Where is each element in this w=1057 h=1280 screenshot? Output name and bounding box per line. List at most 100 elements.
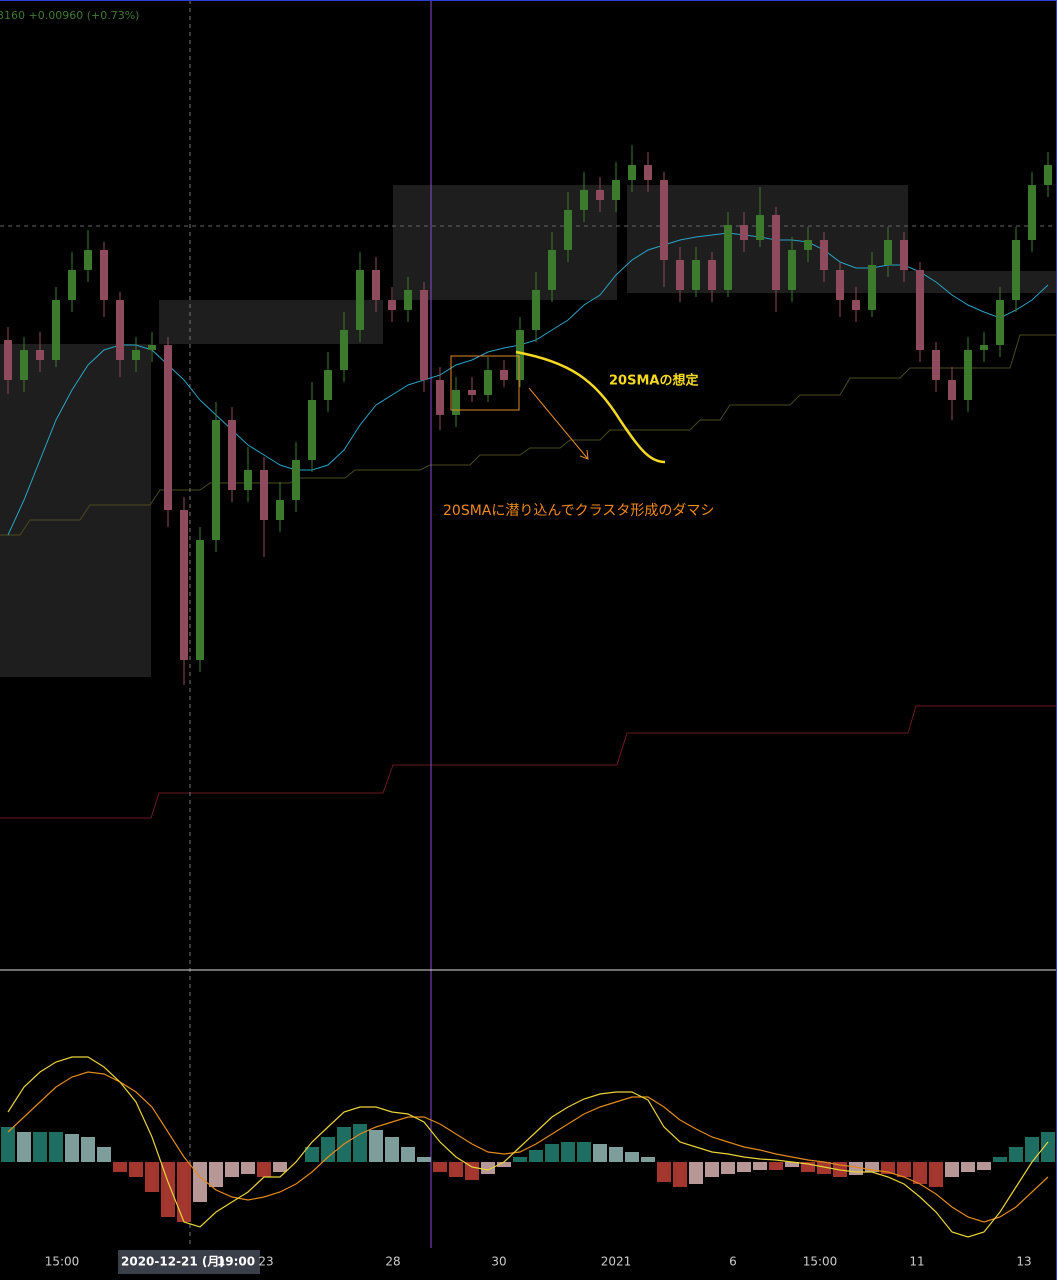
candle-body xyxy=(388,300,396,310)
x-tick-label: 2020-12-21 (月) xyxy=(121,1255,225,1269)
candle-body xyxy=(644,165,652,180)
annotation: 20SMAに潜り込んでクラスタ形成のダマシ xyxy=(443,503,714,519)
candle-body xyxy=(932,350,940,380)
x-tick-label: 15:00 xyxy=(45,1255,80,1269)
candle-body xyxy=(1044,165,1052,185)
candle-body xyxy=(788,250,796,290)
histogram-bar xyxy=(97,1147,111,1162)
histogram-bar xyxy=(529,1150,543,1162)
candle-body xyxy=(324,370,332,400)
x-tick-label: 30 xyxy=(491,1255,506,1269)
candle-body xyxy=(996,300,1004,345)
candle-body xyxy=(84,250,92,270)
x-tick-label: 13 xyxy=(1016,1255,1031,1269)
candle-body xyxy=(292,460,300,500)
histogram-bar xyxy=(545,1144,559,1162)
histogram-bar xyxy=(129,1162,143,1177)
histogram-bar xyxy=(817,1162,831,1174)
histogram-bar xyxy=(993,1157,1007,1162)
histogram-bar xyxy=(705,1162,719,1177)
histogram-bar xyxy=(257,1162,271,1177)
histogram-bar xyxy=(81,1137,95,1162)
x-tick-label: 15:00 xyxy=(803,1255,838,1269)
x-tick-label: 23 xyxy=(258,1255,273,1269)
zone xyxy=(393,185,617,300)
candle-body xyxy=(452,390,460,415)
candle-body xyxy=(4,340,12,380)
candle-body xyxy=(196,540,204,660)
histogram-bar xyxy=(913,1162,927,1184)
header-text: 33160 +0.00960 (+0.73%) xyxy=(0,9,139,22)
candle-body xyxy=(100,250,108,300)
candle-body xyxy=(404,290,412,310)
candle-body xyxy=(612,180,620,200)
candle-body xyxy=(212,420,220,540)
candle-body xyxy=(1012,240,1020,300)
x-tick-label: 19:00 xyxy=(217,1255,255,1269)
arrow xyxy=(528,387,589,460)
candle-body xyxy=(356,270,364,330)
candle-body xyxy=(228,420,236,490)
histogram-bar xyxy=(1,1127,15,1162)
highlight-box xyxy=(450,355,520,411)
x-tick-label: 6 xyxy=(729,1255,737,1269)
arrow-head xyxy=(579,449,589,460)
histogram-bar xyxy=(641,1157,655,1162)
histogram-bar xyxy=(929,1162,943,1187)
histogram-bar xyxy=(961,1162,975,1172)
zones xyxy=(0,185,1057,677)
candle-body xyxy=(420,290,428,380)
candle-body xyxy=(52,300,60,360)
signal-line xyxy=(7,1071,1049,1223)
histogram-bar xyxy=(689,1162,703,1184)
crosshair-label-bg xyxy=(118,1250,260,1274)
candle-body xyxy=(884,240,892,265)
histogram-bar xyxy=(49,1132,63,1162)
plot xyxy=(1,145,1055,1238)
histogram-bar xyxy=(561,1142,575,1162)
candle-body xyxy=(532,290,540,330)
histogram-bar xyxy=(465,1162,479,1180)
candle-body xyxy=(756,215,764,240)
candle-body xyxy=(692,260,700,290)
histogram-bar xyxy=(209,1162,223,1187)
candle-body xyxy=(308,400,316,460)
histogram-bar xyxy=(945,1162,959,1177)
histogram-bar xyxy=(801,1162,815,1172)
histogram-bar xyxy=(33,1132,47,1162)
histogram-bar xyxy=(513,1157,527,1162)
candle-body xyxy=(596,190,604,200)
candle-body xyxy=(148,345,156,350)
histogram-bar xyxy=(161,1162,175,1217)
candle-body xyxy=(740,225,748,240)
annotation: 20SMAの想定 xyxy=(609,373,698,389)
candle-body xyxy=(804,240,812,250)
projection-curve xyxy=(515,350,666,464)
histogram-bar xyxy=(193,1162,207,1202)
candle-body xyxy=(500,370,508,380)
histogram-bar xyxy=(177,1162,191,1222)
histogram-bar xyxy=(497,1162,511,1167)
x-tick-label: 2021 xyxy=(601,1255,632,1269)
histogram-bar xyxy=(113,1162,127,1172)
candle-body xyxy=(676,260,684,290)
candle-body xyxy=(724,225,732,290)
histogram-bar xyxy=(433,1162,447,1172)
candle-body xyxy=(820,240,828,270)
histogram-bar xyxy=(369,1130,383,1162)
histogram-bar xyxy=(1009,1147,1023,1162)
histogram-bar xyxy=(385,1137,399,1162)
candle-body xyxy=(116,300,124,360)
candle-body xyxy=(20,350,28,380)
candle-body xyxy=(580,190,588,210)
candle-body xyxy=(244,470,252,490)
candle-body xyxy=(372,270,380,300)
candle-body xyxy=(36,350,44,360)
histogram-bar xyxy=(1041,1132,1055,1162)
candle-body xyxy=(164,345,172,510)
histogram-bar xyxy=(977,1162,991,1170)
candle-body xyxy=(628,165,636,180)
histogram-bar xyxy=(65,1134,79,1162)
candle-body xyxy=(468,390,476,395)
histogram-bar xyxy=(321,1137,335,1162)
